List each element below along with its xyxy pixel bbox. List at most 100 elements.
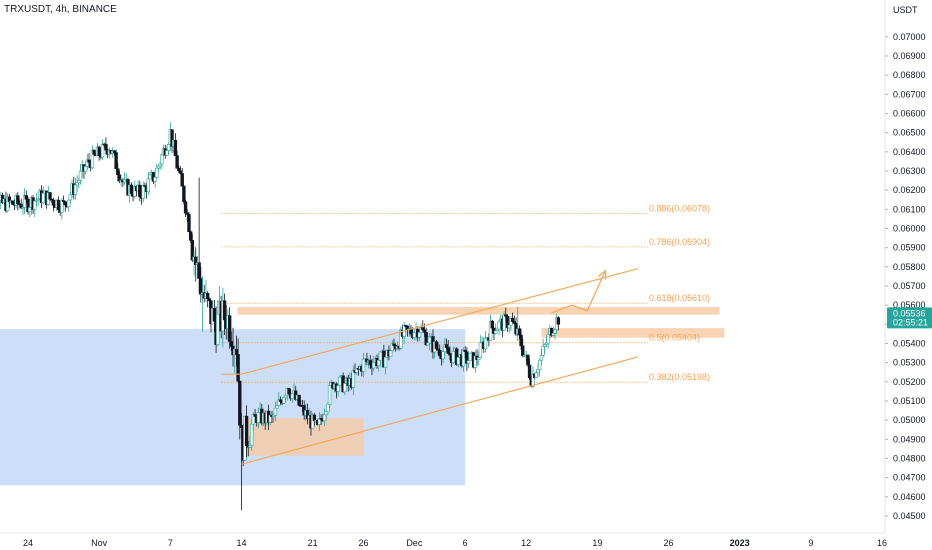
candle[interactable]	[234, 349, 239, 355]
candle[interactable]	[60, 200, 64, 213]
candle[interactable]	[41, 192, 45, 203]
candle[interactable]	[199, 278, 203, 295]
candle[interactable]	[222, 300, 227, 321]
candle[interactable]	[351, 370, 356, 388]
candle[interactable]	[468, 353, 472, 362]
candle[interactable]	[68, 194, 73, 201]
candle[interactable]	[180, 173, 184, 187]
candle[interactable]	[182, 185, 186, 203]
candle[interactable]	[175, 155, 179, 169]
candle[interactable]	[166, 144, 171, 151]
candle[interactable]	[129, 184, 134, 194]
candle[interactable]	[517, 328, 522, 336]
candle[interactable]	[48, 192, 52, 200]
candle[interactable]	[446, 347, 450, 354]
candle[interactable]	[519, 334, 523, 347]
candle[interactable]	[33, 200, 37, 210]
candle[interactable]	[229, 341, 234, 347]
candle[interactable]	[287, 388, 291, 395]
candle[interactable]	[551, 333, 555, 336]
candle[interactable]	[483, 337, 488, 350]
candle[interactable]	[100, 143, 105, 158]
candle[interactable]	[526, 354, 530, 366]
candle[interactable]	[11, 200, 15, 205]
last-price-tag[interactable]	[887, 307, 932, 329]
candle[interactable]	[273, 407, 278, 416]
candle[interactable]	[77, 180, 81, 183]
candle[interactable]	[0, 200, 1, 210]
candle[interactable]	[256, 411, 261, 423]
candle[interactable]	[283, 394, 288, 399]
candle[interactable]	[478, 342, 483, 358]
candle[interactable]	[451, 351, 456, 363]
candle[interactable]	[275, 405, 279, 409]
channel-upper-line[interactable]	[241, 268, 639, 375]
candle[interactable]	[527, 364, 532, 379]
candle[interactable]	[338, 376, 342, 386]
candle[interactable]	[83, 165, 88, 172]
support-band[interactable]	[541, 328, 725, 338]
candle[interactable]	[73, 184, 78, 195]
candle[interactable]	[173, 139, 178, 156]
candle[interactable]	[177, 167, 181, 172]
candle[interactable]	[156, 165, 161, 169]
candle[interactable]	[114, 152, 118, 169]
candle[interactable]	[546, 333, 550, 344]
candle[interactable]	[343, 383, 347, 393]
candle[interactable]	[165, 150, 169, 156]
candle[interactable]	[378, 351, 383, 361]
candle[interactable]	[502, 314, 506, 331]
candle[interactable]	[312, 414, 317, 421]
candle[interactable]	[536, 369, 540, 374]
candle[interactable]	[327, 385, 332, 405]
candle[interactable]	[507, 324, 511, 329]
candle[interactable]	[438, 349, 442, 357]
candle[interactable]	[377, 359, 381, 367]
candle[interactable]	[336, 385, 340, 392]
candle[interactable]	[187, 214, 191, 233]
candle[interactable]	[244, 415, 249, 447]
candle[interactable]	[441, 351, 445, 360]
candle[interactable]	[421, 327, 425, 331]
candle[interactable]	[75, 182, 79, 186]
candle[interactable]	[368, 360, 372, 366]
candle[interactable]	[461, 349, 466, 367]
candle[interactable]	[66, 199, 71, 208]
candle[interactable]	[477, 357, 481, 360]
channel-lower-line[interactable]	[241, 356, 639, 465]
candle[interactable]	[371, 362, 376, 369]
projection-arrow[interactable]	[551, 270, 607, 314]
candle[interactable]	[282, 397, 286, 404]
candle[interactable]	[63, 201, 67, 206]
candle[interactable]	[383, 356, 388, 368]
consolidation-box[interactable]	[244, 418, 364, 456]
candle[interactable]	[239, 425, 244, 428]
candle[interactable]	[158, 163, 162, 167]
candle[interactable]	[104, 143, 108, 151]
candle[interactable]	[466, 360, 471, 364]
candle[interactable]	[326, 404, 330, 412]
candle[interactable]	[249, 423, 254, 446]
candle[interactable]	[361, 358, 366, 372]
candle[interactable]	[538, 359, 542, 370]
candle[interactable]	[212, 308, 217, 322]
candle[interactable]	[556, 317, 561, 325]
time-axis[interactable]: 24 Nov 7 14 21 26 Dec 6 12 19 26 2023 9 16	[0, 532, 887, 548]
candle[interactable]	[238, 380, 242, 426]
candle[interactable]	[178, 170, 183, 174]
candle[interactable]	[541, 346, 545, 356]
candle[interactable]	[417, 332, 422, 338]
price-axis[interactable]: USDT 0.04500 0.04600 0.04700 0.04800 0.04900 0…	[884, 0, 932, 533]
candle[interactable]	[422, 329, 427, 333]
candle[interactable]	[521, 345, 525, 356]
candle[interactable]	[155, 167, 159, 178]
candle[interactable]	[324, 411, 328, 416]
candle[interactable]	[388, 350, 393, 357]
candle[interactable]	[188, 231, 193, 241]
candle[interactable]	[493, 330, 498, 334]
candle[interactable]	[497, 321, 501, 330]
candle[interactable]	[205, 293, 210, 300]
candle[interactable]	[434, 341, 439, 350]
candle[interactable]	[153, 177, 157, 182]
candle[interactable]	[27, 207, 32, 213]
